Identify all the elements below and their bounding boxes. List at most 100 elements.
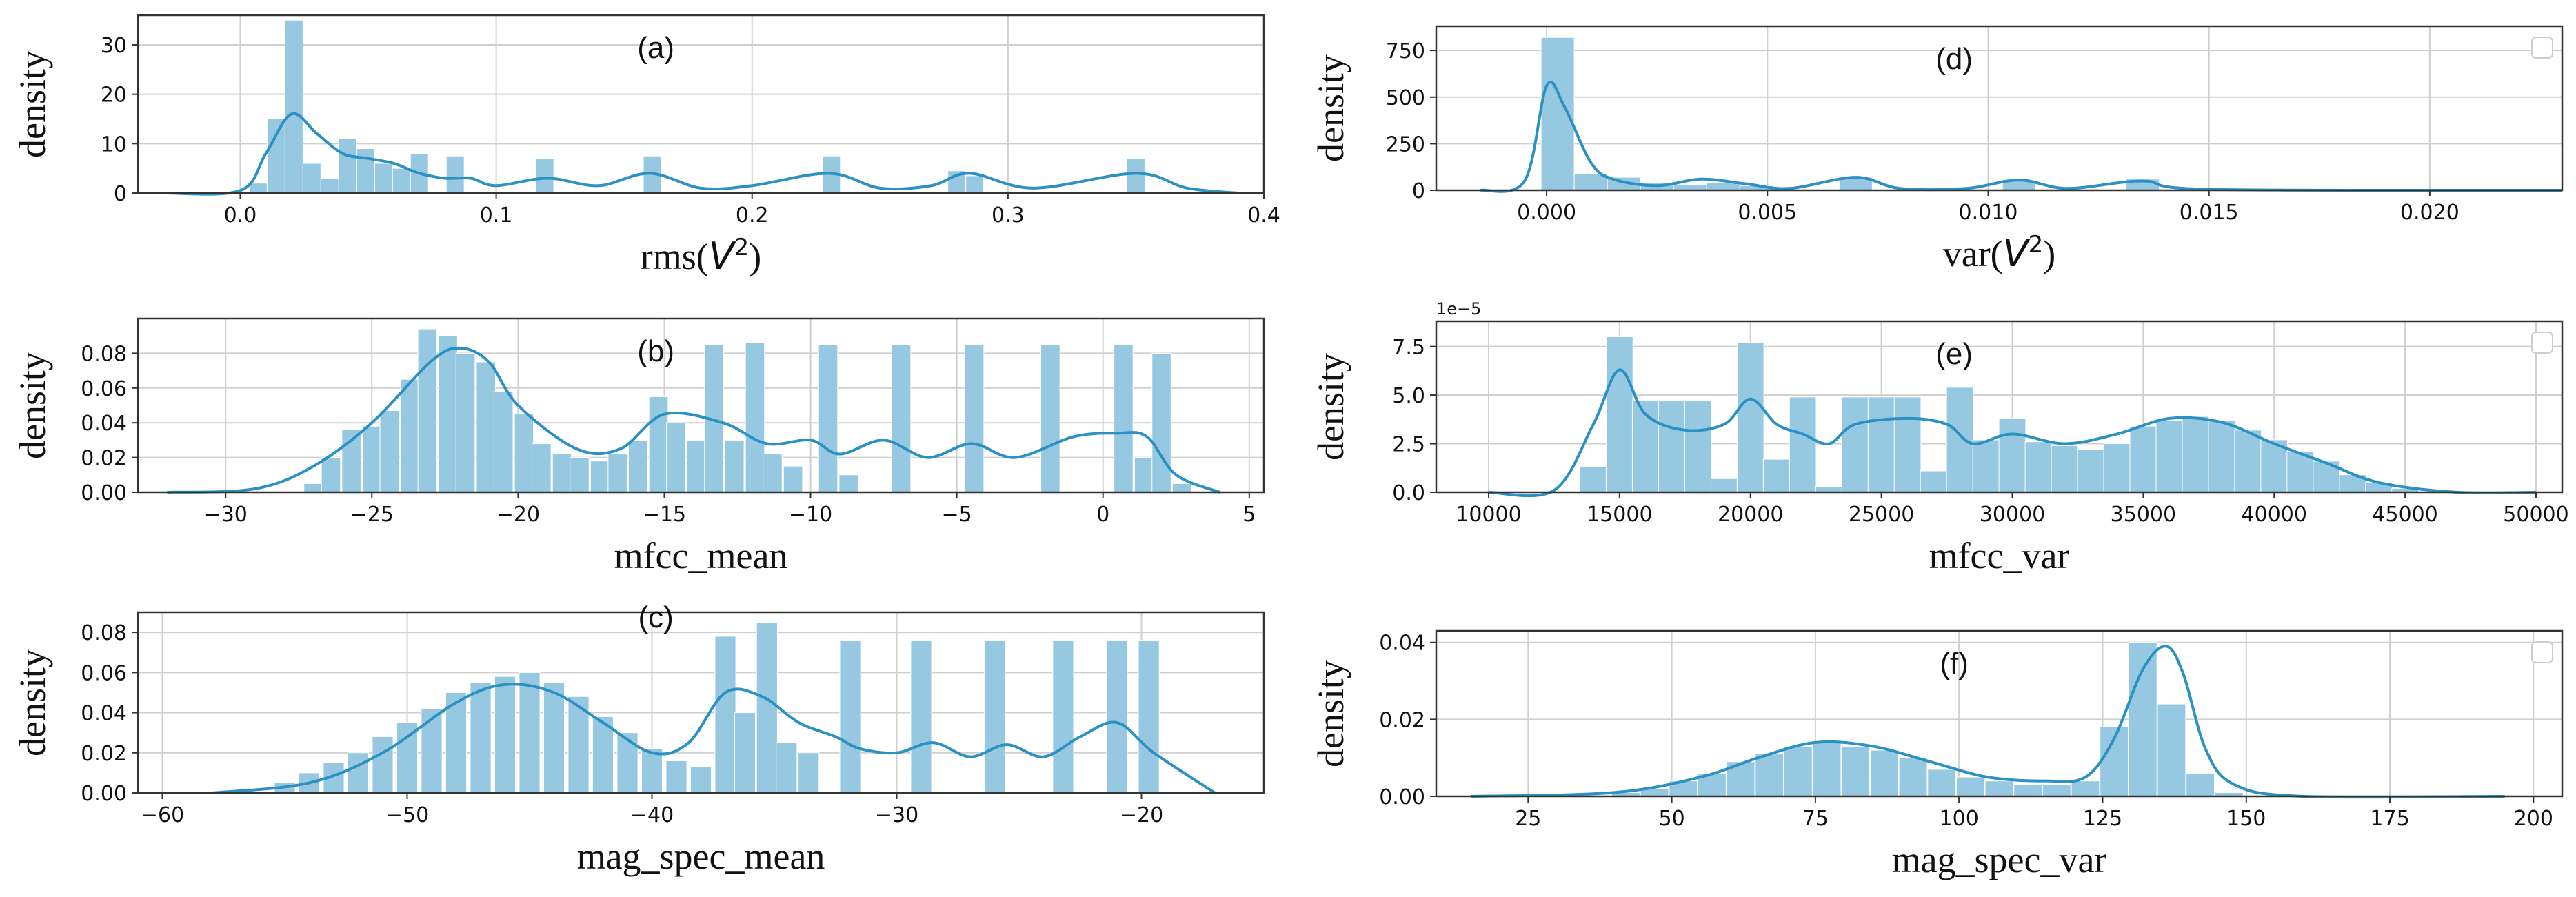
- y-tick-label: 0.06: [81, 377, 127, 401]
- x-tick-label: 25: [1515, 807, 1541, 831]
- histogram-bar: [1984, 780, 2014, 797]
- histogram-bar: [1171, 483, 1192, 493]
- panel-label: (a): [637, 31, 674, 65]
- panel-d: 0.000 0.005 0.010 0.015 0.020 0 250 500 750 densi…: [1310, 25, 2564, 275]
- histogram-bar: [665, 760, 687, 794]
- panel-b: −30 −25 −20 −15 −10 −5 0 5 0.00 0.02 0.04 0.06 0.08 d…: [12, 317, 1265, 576]
- histogram-bar: [494, 676, 516, 794]
- y-axis-label: density: [12, 649, 53, 756]
- plot-frame: [1435, 320, 2564, 494]
- x-tick-label: 20000: [1718, 503, 1783, 527]
- y-tick-label: 0.08: [81, 621, 127, 645]
- histogram-bar: [724, 439, 745, 493]
- histogram-bar: [445, 155, 465, 194]
- x-axis-label: rms(V2): [641, 234, 762, 278]
- x-axis-label-text: mag_spec_mean: [577, 836, 825, 877]
- plot-frame: [1435, 629, 2564, 798]
- histogram-bar: [798, 752, 820, 794]
- x-tick-label: 0.010: [1959, 201, 2018, 225]
- histogram-bar: [1898, 757, 1928, 797]
- y-tick-label: 5.0: [1392, 384, 1425, 408]
- histogram-bar: [783, 465, 803, 493]
- y-tick-label: 10: [101, 132, 127, 157]
- histogram-bar: [320, 178, 339, 194]
- panel-label: (d): [1935, 42, 1973, 76]
- histogram-bar: [616, 732, 638, 794]
- x-tick-label: 40000: [2242, 503, 2307, 527]
- histogram-bar: [374, 163, 393, 194]
- histogram-bar: [2042, 784, 2071, 797]
- histogram-bar: [1106, 640, 1128, 794]
- x-tick-label: 0.020: [2400, 201, 2459, 225]
- histogram-bar: [763, 454, 783, 493]
- histogram-bar: [690, 766, 712, 794]
- histogram-bar: [552, 454, 572, 493]
- plot-frame: [1435, 25, 2564, 192]
- histogram-bar: [1955, 776, 1985, 797]
- histogram-bar: [321, 457, 341, 493]
- y-axis-label: density: [12, 352, 53, 459]
- histogram-bar: [417, 328, 438, 493]
- histogram-bar: [648, 396, 669, 493]
- histogram-bar: [303, 483, 323, 493]
- histogram-bar: [965, 175, 985, 194]
- x-tick-label: 75: [1802, 807, 1829, 831]
- y-tick-label: 0.00: [81, 782, 127, 806]
- kde-curve: [1470, 645, 2505, 799]
- x-tick-label: −20: [1120, 803, 1163, 827]
- histogram-bar: [379, 410, 400, 493]
- histogram-bar: [2157, 703, 2186, 797]
- histogram-bar: [2013, 784, 2043, 797]
- histogram-bar: [1684, 401, 1712, 493]
- histogram-bar: [838, 474, 858, 493]
- histogram-bar: [734, 712, 756, 794]
- panel-label: (e): [1935, 337, 1973, 371]
- y-offset-text: 1e−5: [1436, 299, 1481, 319]
- x-tick-label: −20: [496, 503, 540, 527]
- histogram-bar: [1893, 396, 1922, 493]
- histogram-bar: [1869, 749, 1899, 797]
- histogram-bar: [284, 19, 303, 194]
- y-tick-label: 0.06: [81, 661, 127, 685]
- histogram-bar: [1946, 387, 1974, 493]
- x-tick-label: 0: [1096, 503, 1109, 527]
- x-tick-label: 10000: [1456, 503, 1521, 527]
- histogram-bar: [400, 379, 420, 493]
- plot-frame: [137, 611, 1265, 794]
- histogram-bar: [1755, 754, 1784, 797]
- plot-frame: [137, 317, 1265, 494]
- kde-curve: [1480, 80, 2563, 193]
- x-axis-label-variable: V: [709, 234, 737, 278]
- x-tick-label: −5: [942, 503, 972, 527]
- y-tick-label: 2.5: [1392, 433, 1425, 457]
- histogram-bar: [362, 425, 382, 493]
- x-tick-label: 25000: [1849, 503, 1914, 527]
- y-tick-label: 0.02: [1379, 708, 1425, 732]
- histogram-bar: [421, 708, 443, 794]
- x-tick-label: 0.4: [1247, 203, 1280, 228]
- panel-f: 25 50 75 100 125 150 175 200 0.00 0.02 0.04 density…: [1310, 629, 2564, 880]
- x-tick-label: 200: [2514, 807, 2553, 831]
- x-tick-label: −25: [350, 503, 394, 527]
- histogram-bar: [1867, 396, 1895, 493]
- histogram-bar: [2234, 430, 2262, 493]
- x-axis-label: mfcc_mean: [614, 535, 788, 576]
- histogram-bar: [372, 736, 394, 794]
- histogram-bar: [2051, 445, 2079, 493]
- histogram-bar: [1815, 486, 1843, 493]
- panel-label: (c): [638, 601, 674, 634]
- kde-curve: [163, 112, 1239, 196]
- empty-legend-box: [2531, 332, 2553, 354]
- x-axis-label-text: var(: [1943, 233, 2003, 274]
- histogram-bar: [470, 682, 492, 794]
- histogram-bar: [891, 344, 912, 493]
- x-tick-label: 30000: [1980, 503, 2045, 527]
- y-axis-label: density: [1310, 54, 1351, 162]
- histogram-bar: [1114, 344, 1134, 493]
- histogram-bar: [476, 361, 496, 493]
- histogram-bar: [1998, 418, 2026, 493]
- histogram-bar: [392, 168, 411, 194]
- histogram-bar: [1706, 182, 1740, 191]
- x-axis-label: var(V2): [1943, 231, 2056, 275]
- histogram-bar: [341, 429, 361, 493]
